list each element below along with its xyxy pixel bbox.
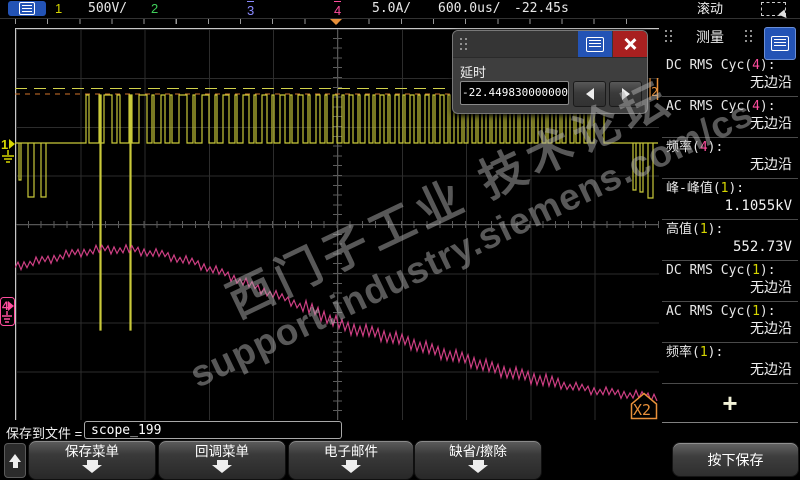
measurement-item[interactable]: 频率(1): 无边沿 [662, 343, 798, 384]
measurement-item[interactable]: AC RMS Cyc(1): 无边沿 [662, 302, 798, 343]
measurement-value: 无边沿 [750, 280, 792, 296]
time-ruler-ticks [15, 19, 658, 24]
measurement-item[interactable]: 峰-峰值(1): 1.1055kV [662, 179, 798, 220]
save-file-strip: 保存到文件 = [0, 420, 660, 441]
menu-icon [586, 36, 604, 52]
channel-3-label[interactable]: 3 [247, 1, 255, 18]
measurement-value: 1.1055kV [724, 198, 792, 214]
center-horizontal-gridline [16, 224, 659, 225]
selection-tool-icon[interactable] [761, 2, 790, 21]
measurement-label: AC RMS Cyc(4): [666, 99, 776, 114]
channel-4-label[interactable]: 4 [334, 1, 342, 18]
delay-readout: -22.45s [514, 1, 569, 16]
measurement-value: 无边沿 [750, 321, 792, 337]
measurement-label: 峰-峰值(1): [666, 181, 745, 196]
channel-1-label[interactable]: 1 [55, 1, 63, 16]
measurement-item[interactable]: 高值(1): 552.73V [662, 220, 798, 261]
delay-value-field[interactable]: -22.449830000000 [460, 81, 569, 105]
measurement-item[interactable]: DC RMS Cyc(1): 无边沿 [662, 261, 798, 302]
press-save-button[interactable]: 按下保存 [672, 442, 799, 477]
arrow-right-icon [621, 88, 630, 100]
softkey-2[interactable]: 回调菜单 [158, 440, 286, 480]
measurement-item[interactable]: 频率(4): 无边沿 [662, 138, 798, 179]
measurement-label: AC RMS Cyc(1): [666, 304, 776, 319]
measurement-value: 552.73V [732, 239, 792, 255]
measurement-item[interactable]: AC RMS Cyc(4): 无边沿 [662, 97, 798, 138]
svg-text:1: 1 [1, 137, 8, 152]
increment-button[interactable] [609, 81, 642, 107]
dialog-titlebar[interactable] [453, 31, 647, 58]
menu-icon [19, 2, 35, 15]
acquisition-mode-label: 滚动 [697, 1, 724, 16]
channel-2-label[interactable]: 2 [151, 1, 159, 16]
measurement-label: 频率(4): [666, 140, 724, 155]
softkey-1[interactable]: 保存菜单 [28, 440, 156, 480]
dialog-menu-button[interactable] [578, 31, 612, 57]
filename-input[interactable] [84, 421, 342, 439]
arrow-down-icon [212, 460, 232, 473]
dialog-close-button[interactable] [613, 31, 647, 57]
measurement-panel-title: 测量 [696, 29, 724, 45]
softkey-label: 回调菜单 [195, 444, 249, 459]
main-menu-button[interactable] [8, 1, 46, 16]
cursor-arrow-icon [778, 9, 790, 21]
drag-grip-icon[interactable] [460, 38, 467, 50]
timebase-readout: 600.0us/ [438, 1, 501, 16]
measurement-panel-header: 测量 [660, 18, 800, 60]
measurement-item[interactable]: DC RMS Cyc(4): 无边沿 [662, 56, 798, 97]
back-up-button[interactable] [4, 443, 26, 478]
measurement-label: 频率(1): [666, 345, 724, 360]
channel-4-scale: 5.0A/ [372, 1, 412, 16]
close-icon [623, 37, 637, 51]
measurement-value: 无边沿 [750, 362, 792, 378]
menu-icon [771, 36, 789, 51]
softkey-label: 缺省/擦除 [449, 444, 507, 459]
channel-1-ground-marker[interactable]: 1 [1, 137, 15, 163]
measurement-value: 无边沿 [750, 116, 792, 132]
measure-list: DC RMS Cyc(4): 无边沿 AC RMS Cyc(4): 无边沿 频率(4):… [662, 56, 798, 423]
softkey-label: 保存菜单 [65, 444, 119, 459]
arrow-up-icon [9, 453, 21, 462]
measurement-value: 无边沿 [750, 75, 792, 91]
save-to-file-label: 保存到文件 = [6, 426, 83, 441]
delay-dialog: 延时 -22.449830000000 [452, 30, 648, 114]
top-status-bar: 1 500V/ 2 3 4 5.0A/ 600.0us/ -22.45s 滚动 [0, 0, 800, 21]
measurement-panel: 测量 DC RMS Cyc(4): 无边沿 AC RMS Cyc(4): 无边沿 频率(… [660, 16, 800, 430]
channel-4-ground-marker[interactable]: 4 [0, 297, 15, 326]
measurement-label: DC RMS Cyc(1): [666, 263, 776, 278]
softkey-row: 保存菜单 回调菜单 电子邮件 缺省/擦除 [0, 440, 672, 480]
delay-label: 延时 [460, 65, 487, 80]
softkey-4[interactable]: 缺省/擦除 [414, 440, 542, 480]
channel-1-scale: 500V/ [88, 1, 128, 16]
softkey-3[interactable]: 电子邮件 [288, 440, 414, 480]
decrement-button[interactable] [573, 81, 606, 107]
measurement-label: DC RMS Cyc(4): [666, 58, 776, 73]
svg-text:4: 4 [2, 299, 9, 313]
measurement-value: 无边沿 [750, 157, 792, 173]
arrow-up-stem [12, 461, 18, 468]
drag-grip-icon[interactable] [745, 30, 752, 42]
measurement-label: 高值(1): [666, 222, 724, 237]
measurement-menu-button[interactable] [764, 27, 796, 60]
add-measurement-button[interactable]: + [662, 384, 798, 423]
arrow-down-icon [468, 460, 488, 473]
arrow-down-icon [82, 460, 102, 473]
drag-grip-icon[interactable] [665, 30, 672, 42]
softkey-label: 电子邮件 [324, 444, 378, 459]
arrow-down-icon [341, 460, 361, 473]
arrow-left-icon [585, 88, 594, 100]
